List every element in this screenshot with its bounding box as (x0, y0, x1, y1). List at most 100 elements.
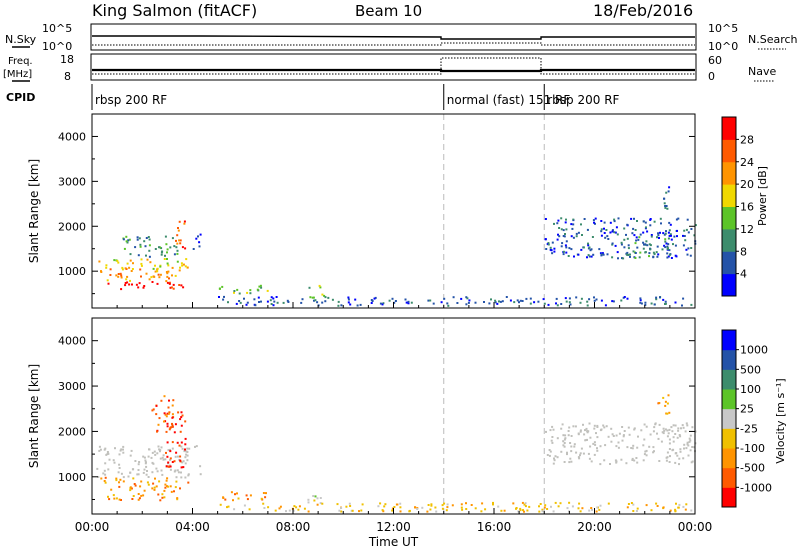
scatter-cell (96, 468, 98, 470)
scatter-cell (553, 458, 555, 460)
scatter-cell (581, 234, 583, 236)
scatter-cell (621, 242, 623, 244)
scatter-cell (549, 455, 551, 457)
scatter-cell (198, 241, 200, 243)
scatter-cell (465, 296, 467, 298)
scatter-cell (372, 300, 374, 302)
scatter-cell (557, 437, 559, 439)
scatter-cell (138, 254, 140, 256)
scatter-cell (421, 507, 423, 509)
scatter-cell (171, 417, 173, 419)
scatter-cell (570, 446, 572, 448)
scatter-cell (668, 232, 670, 234)
scatter-cell (108, 498, 110, 500)
scatter-cell (682, 506, 684, 508)
scatter-cell (635, 240, 637, 242)
scatter-cell (249, 289, 251, 291)
scatter-cell (612, 243, 614, 245)
scatter-cell (137, 286, 139, 288)
scatter-cell (139, 497, 141, 499)
scatter-cell (165, 280, 167, 282)
scatter-cell (590, 249, 592, 251)
scatter-cell (246, 494, 248, 496)
scatter-cell (676, 255, 678, 257)
velocity-colorbar-swatch (722, 487, 736, 507)
scatter-cell (185, 265, 187, 267)
scatter-cell (651, 236, 653, 238)
scatter-cell (105, 482, 107, 484)
scatter-cell (338, 510, 340, 512)
scatter-cell (391, 510, 393, 512)
scatter-cell (325, 296, 327, 298)
scatter-cell (105, 477, 107, 479)
scatter-cell (167, 462, 169, 464)
scatter-cell (180, 431, 182, 433)
scatter-cell (668, 432, 670, 434)
scatter-cell (555, 302, 557, 304)
scatter-cell (648, 252, 650, 254)
scatter-cell (155, 468, 157, 470)
scatter-cell (146, 273, 148, 275)
scatter-cell (665, 230, 667, 232)
scatter-cell (172, 267, 174, 269)
scatter-cell (247, 498, 249, 500)
scatter-cell (591, 256, 593, 258)
scatter-cell (662, 397, 664, 399)
velocity-colorbar-tick-label: 500 (740, 363, 761, 376)
scatter-cell (100, 270, 102, 272)
scatter-cell (167, 425, 169, 427)
power-colorbar-tick-label: 24 (740, 156, 754, 169)
scatter-cell (98, 261, 100, 263)
scatter-cell (446, 506, 448, 508)
scatter-cell (643, 220, 645, 222)
scatter-cell (628, 427, 630, 429)
scatter-cell (664, 238, 666, 240)
scatter-cell (196, 445, 198, 447)
scatter-cell (133, 495, 135, 497)
scatter-cell (572, 505, 574, 507)
scatter-cell (139, 485, 141, 487)
scatter-cell (119, 467, 121, 469)
scatter-cell (662, 248, 664, 250)
scatter-cell (246, 292, 248, 294)
scatter-cell (690, 435, 692, 437)
scatter-cell (659, 424, 661, 426)
scatter-cell (442, 504, 444, 506)
scatter-cell (628, 247, 630, 249)
scatter-cell (570, 223, 572, 225)
scatter-cell (681, 305, 683, 307)
scatter-cell (640, 234, 642, 236)
scatter-cell (441, 301, 443, 303)
scatter-cell (199, 245, 201, 247)
scatter-cell (573, 237, 575, 239)
scatter-cell (147, 259, 149, 261)
scatter-cell (640, 299, 642, 301)
scatter-cell (164, 487, 166, 489)
scatter-cell (176, 253, 178, 255)
scatter-cell (498, 300, 500, 302)
scatter-cell (552, 242, 554, 244)
scatter-cell (565, 244, 567, 246)
scatter-cell (618, 217, 620, 219)
scatter-cell (652, 446, 654, 448)
scatter-cell (525, 505, 527, 507)
scatter-cell (169, 283, 171, 285)
scatter-cell (233, 508, 235, 510)
scatter-cell (550, 429, 552, 431)
scatter-cell (636, 462, 638, 464)
scatter-cell (685, 249, 687, 251)
scatter-cell (144, 469, 146, 471)
scatter-cell (159, 417, 161, 419)
scatter-cell (302, 298, 304, 300)
scatter-cell (126, 276, 128, 278)
scatter-cell (184, 247, 186, 249)
scatter-cell (670, 224, 672, 226)
scatter-cell (593, 428, 595, 430)
scatter-cell (691, 426, 693, 428)
scatter-cell (551, 252, 553, 254)
power-colorbar-swatch (722, 229, 736, 252)
scatter-cell (233, 292, 235, 294)
scatter-cell (122, 449, 124, 451)
scatter-cell (131, 450, 133, 452)
scatter-cell (446, 302, 448, 304)
